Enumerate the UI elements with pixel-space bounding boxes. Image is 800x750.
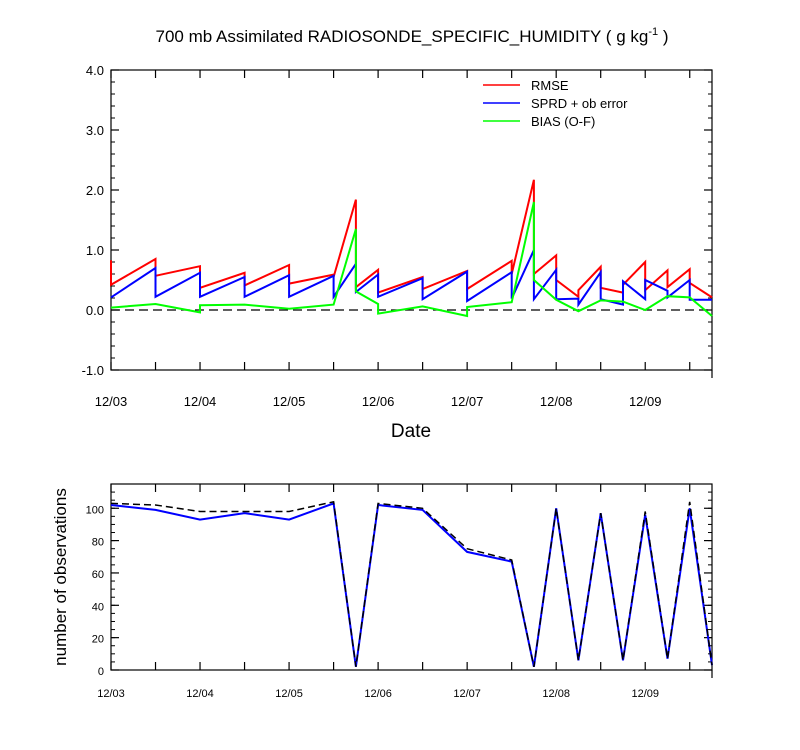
x-tick-label: 12/04 — [184, 394, 217, 409]
x-tick-label: 12/09 — [631, 688, 659, 700]
x-tick-label: 12/06 — [362, 394, 395, 409]
x-tick-label: 12/05 — [273, 394, 306, 409]
x-tick-label: 12/03 — [97, 688, 125, 700]
y-tick-label: 4.0 — [86, 63, 104, 78]
y-tick-label: 40 — [92, 601, 104, 613]
y-tick-label: 0.0 — [86, 303, 104, 318]
top-plot: -1.0 0.0 1.0 2.0 3.0 4.0 12/03 12/04 12/05 12/06 1… — [82, 63, 713, 442]
y-tick-label: 20 — [92, 634, 104, 646]
legend-label-bias: BIAS (O-F) — [531, 114, 595, 129]
y-tick-label: -1.0 — [82, 363, 104, 378]
title-suffix: ) — [658, 27, 668, 46]
x-tick-label: 12/08 — [540, 394, 573, 409]
x-tick-label: 12/04 — [186, 688, 214, 700]
series-line-bias-o-f — [110, 201, 713, 318]
y-tick-label: 60 — [92, 569, 104, 581]
x-tick-label: 12/03 — [95, 394, 128, 409]
series-line-sprd-ob-error — [110, 249, 712, 308]
y-tick-label: 3.0 — [86, 123, 104, 138]
y-axis-label-observations: number of observations — [51, 488, 70, 666]
title-superscript: -1 — [648, 26, 658, 38]
x-tick-label: 12/09 — [629, 394, 662, 409]
bottom-plot-frame — [110, 483, 713, 671]
y-tick-label: 1.0 — [86, 243, 104, 258]
top-plot-frame — [110, 69, 713, 371]
x-tick-label: 12/05 — [275, 688, 303, 700]
y-tick-label: 80 — [92, 537, 104, 549]
chart-title: 700 mb Assimilated RADIOSONDE_SPECIFIC_H… — [156, 26, 669, 46]
y-tick-label: 0 — [98, 666, 104, 678]
x-tick-label: 12/07 — [453, 688, 481, 700]
x-tick-label: 12/08 — [542, 688, 570, 700]
y-tick-label: 2.0 — [86, 183, 104, 198]
series-line-observations-used — [110, 502, 713, 668]
legend-label-rmse: RMSE — [531, 78, 569, 93]
legend-label-sprd: SPRD + ob error — [531, 96, 628, 111]
x-tick-label: 12/06 — [364, 688, 392, 700]
legend: RMSE SPRD + ob error BIAS (O-F) — [483, 78, 628, 129]
y-tick-label: 100 — [86, 504, 104, 516]
x-axis-label: Date — [391, 421, 431, 442]
series-line-rmse — [110, 179, 713, 299]
series-line-observations-possible — [110, 500, 713, 667]
x-tick-label: 12/07 — [451, 394, 484, 409]
bottom-plot: 0 20 40 60 80 100 12/03 12/04 12/05 12/06 12/07 12/… — [51, 483, 713, 700]
